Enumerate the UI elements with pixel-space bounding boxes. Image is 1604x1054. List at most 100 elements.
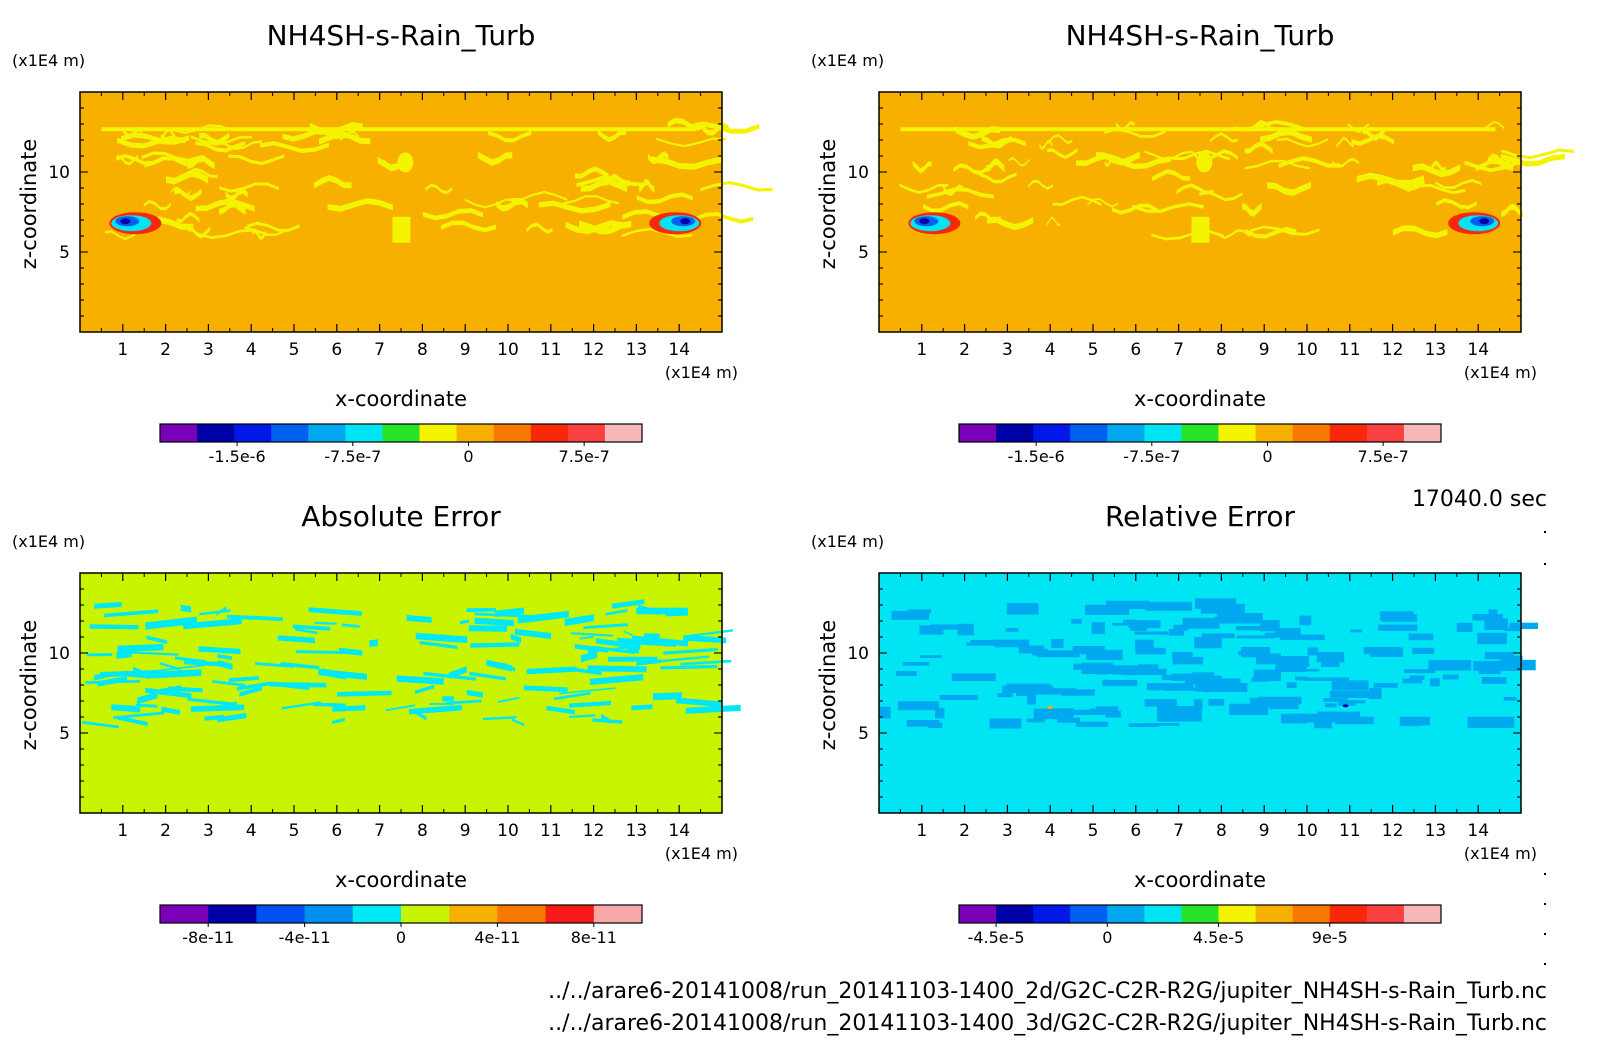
contour-patch (912, 160, 932, 174)
colorbar-swatch (1144, 905, 1182, 923)
contour-patch (1456, 622, 1473, 632)
contour-patch (94, 671, 110, 681)
x-unit-label: (x1E4 m) (665, 844, 738, 863)
contour-patch (1091, 622, 1106, 634)
contour-patch (422, 208, 484, 221)
contour-patch (1200, 637, 1222, 649)
x-axis-label: x-coordinate (1134, 868, 1266, 892)
footer-file-path-3d: ../../arare6-20141008/run_20141103-1400_… (548, 1011, 1547, 1036)
contour-patch (1235, 626, 1273, 631)
contour-patch (510, 190, 568, 201)
footer-file-path-2d: ../../arare6-20141008/run_20141103-1400_… (548, 979, 1547, 1004)
contour-patch (621, 227, 692, 238)
contour-patch (1229, 703, 1269, 716)
colorbar-swatch (1107, 424, 1145, 442)
contour-patch (1033, 708, 1046, 719)
contour-patch (1302, 669, 1320, 672)
contour-patch (1380, 611, 1414, 621)
contour-patch (1210, 132, 1238, 143)
contour-patch (86, 653, 113, 657)
contour-patch (1071, 618, 1082, 624)
contour-patch (1464, 160, 1530, 173)
colorbar-swatch (234, 424, 272, 442)
contour-patch (981, 135, 1012, 149)
contour-patch (1138, 664, 1159, 672)
contour-patch (89, 624, 139, 630)
contour-patch (1111, 203, 1158, 215)
contour-patch (989, 718, 1022, 729)
colorbar-swatch (419, 424, 458, 442)
contour-patch (580, 650, 598, 663)
x-tick-label: 4 (1045, 821, 1056, 841)
contour-patch (1218, 229, 1250, 240)
contour-patch (314, 621, 337, 625)
contour-patch (496, 197, 528, 212)
colorbar-swatch (449, 905, 498, 923)
contour-patch (1073, 663, 1111, 670)
contour-patch (919, 655, 942, 658)
colorbar-swatch (1033, 424, 1071, 442)
contour-patch (680, 659, 732, 666)
contour-patch (1320, 660, 1340, 667)
contour-patch (1351, 133, 1394, 146)
x-tick-label: 4 (246, 821, 257, 841)
contour-patch (445, 699, 482, 705)
contour-patch (597, 129, 627, 143)
colorbar-label: -4e-11 (279, 928, 331, 947)
x-tick-label: 5 (1088, 340, 1099, 360)
contour-patch (269, 681, 310, 691)
contour-patch (1316, 652, 1345, 663)
contour-patch (611, 599, 645, 609)
y-axis-label: z-coordinate (816, 139, 840, 270)
contour-patch (228, 676, 259, 683)
contour-patch (1195, 598, 1236, 609)
contour-patch (1185, 678, 1222, 685)
contour-patch (406, 615, 432, 623)
contour-patch (332, 705, 366, 712)
contour-patch (137, 691, 158, 705)
colorbar-label: 4.5e-5 (1193, 928, 1244, 947)
contour-patch (636, 192, 693, 204)
contour-patch (314, 175, 352, 189)
contour-patch (1428, 659, 1472, 671)
contour-patch (650, 655, 710, 664)
colorbar-swatch (567, 424, 606, 442)
contour-patch (1475, 158, 1514, 172)
contour-patch (651, 156, 723, 170)
contour-patch (474, 617, 515, 627)
contour-patch (339, 647, 363, 656)
contour-patch (483, 716, 517, 721)
contour-patch (1501, 148, 1574, 160)
contour-patch (1276, 137, 1329, 148)
contour-patch (896, 671, 917, 676)
contour-patch (563, 195, 620, 205)
contour-patch (1076, 153, 1128, 167)
contour-patch (985, 158, 1005, 173)
contour-patch (1338, 700, 1356, 706)
colorbar-swatch (401, 905, 450, 923)
contour-patch (308, 607, 362, 616)
contour-patch (94, 602, 122, 609)
contour-patch (104, 609, 159, 618)
contour-patch (617, 637, 676, 647)
contour-band (101, 127, 697, 132)
panel-absolute-error: Absolute Error(x1E4 m)1 2 3 4 5 6 7 8 9 10 11 12 13 1… (12, 500, 741, 947)
contour-patch (1173, 624, 1188, 631)
contour-patch (195, 198, 255, 212)
contour-patch (510, 633, 521, 644)
contour-patch (1191, 672, 1215, 682)
colorbar-label: 9e-5 (1312, 928, 1348, 947)
x-tick-label: 3 (1002, 340, 1013, 360)
x-tick-label: 1 (117, 340, 128, 360)
contour-patch (631, 704, 653, 711)
contour-patch (246, 221, 300, 232)
contour-patch (1373, 683, 1398, 688)
x-tick-label: 2 (160, 340, 171, 360)
contour-patch (1172, 651, 1193, 660)
colorbar: -1.5e-6 -7.5e-7 0 7.5e-7 (159, 423, 643, 466)
contour-patch (459, 619, 470, 625)
contour-patch (1157, 710, 1202, 722)
contour-patch (994, 639, 1030, 648)
contour-patch (676, 697, 723, 708)
contour-patch (466, 607, 496, 612)
